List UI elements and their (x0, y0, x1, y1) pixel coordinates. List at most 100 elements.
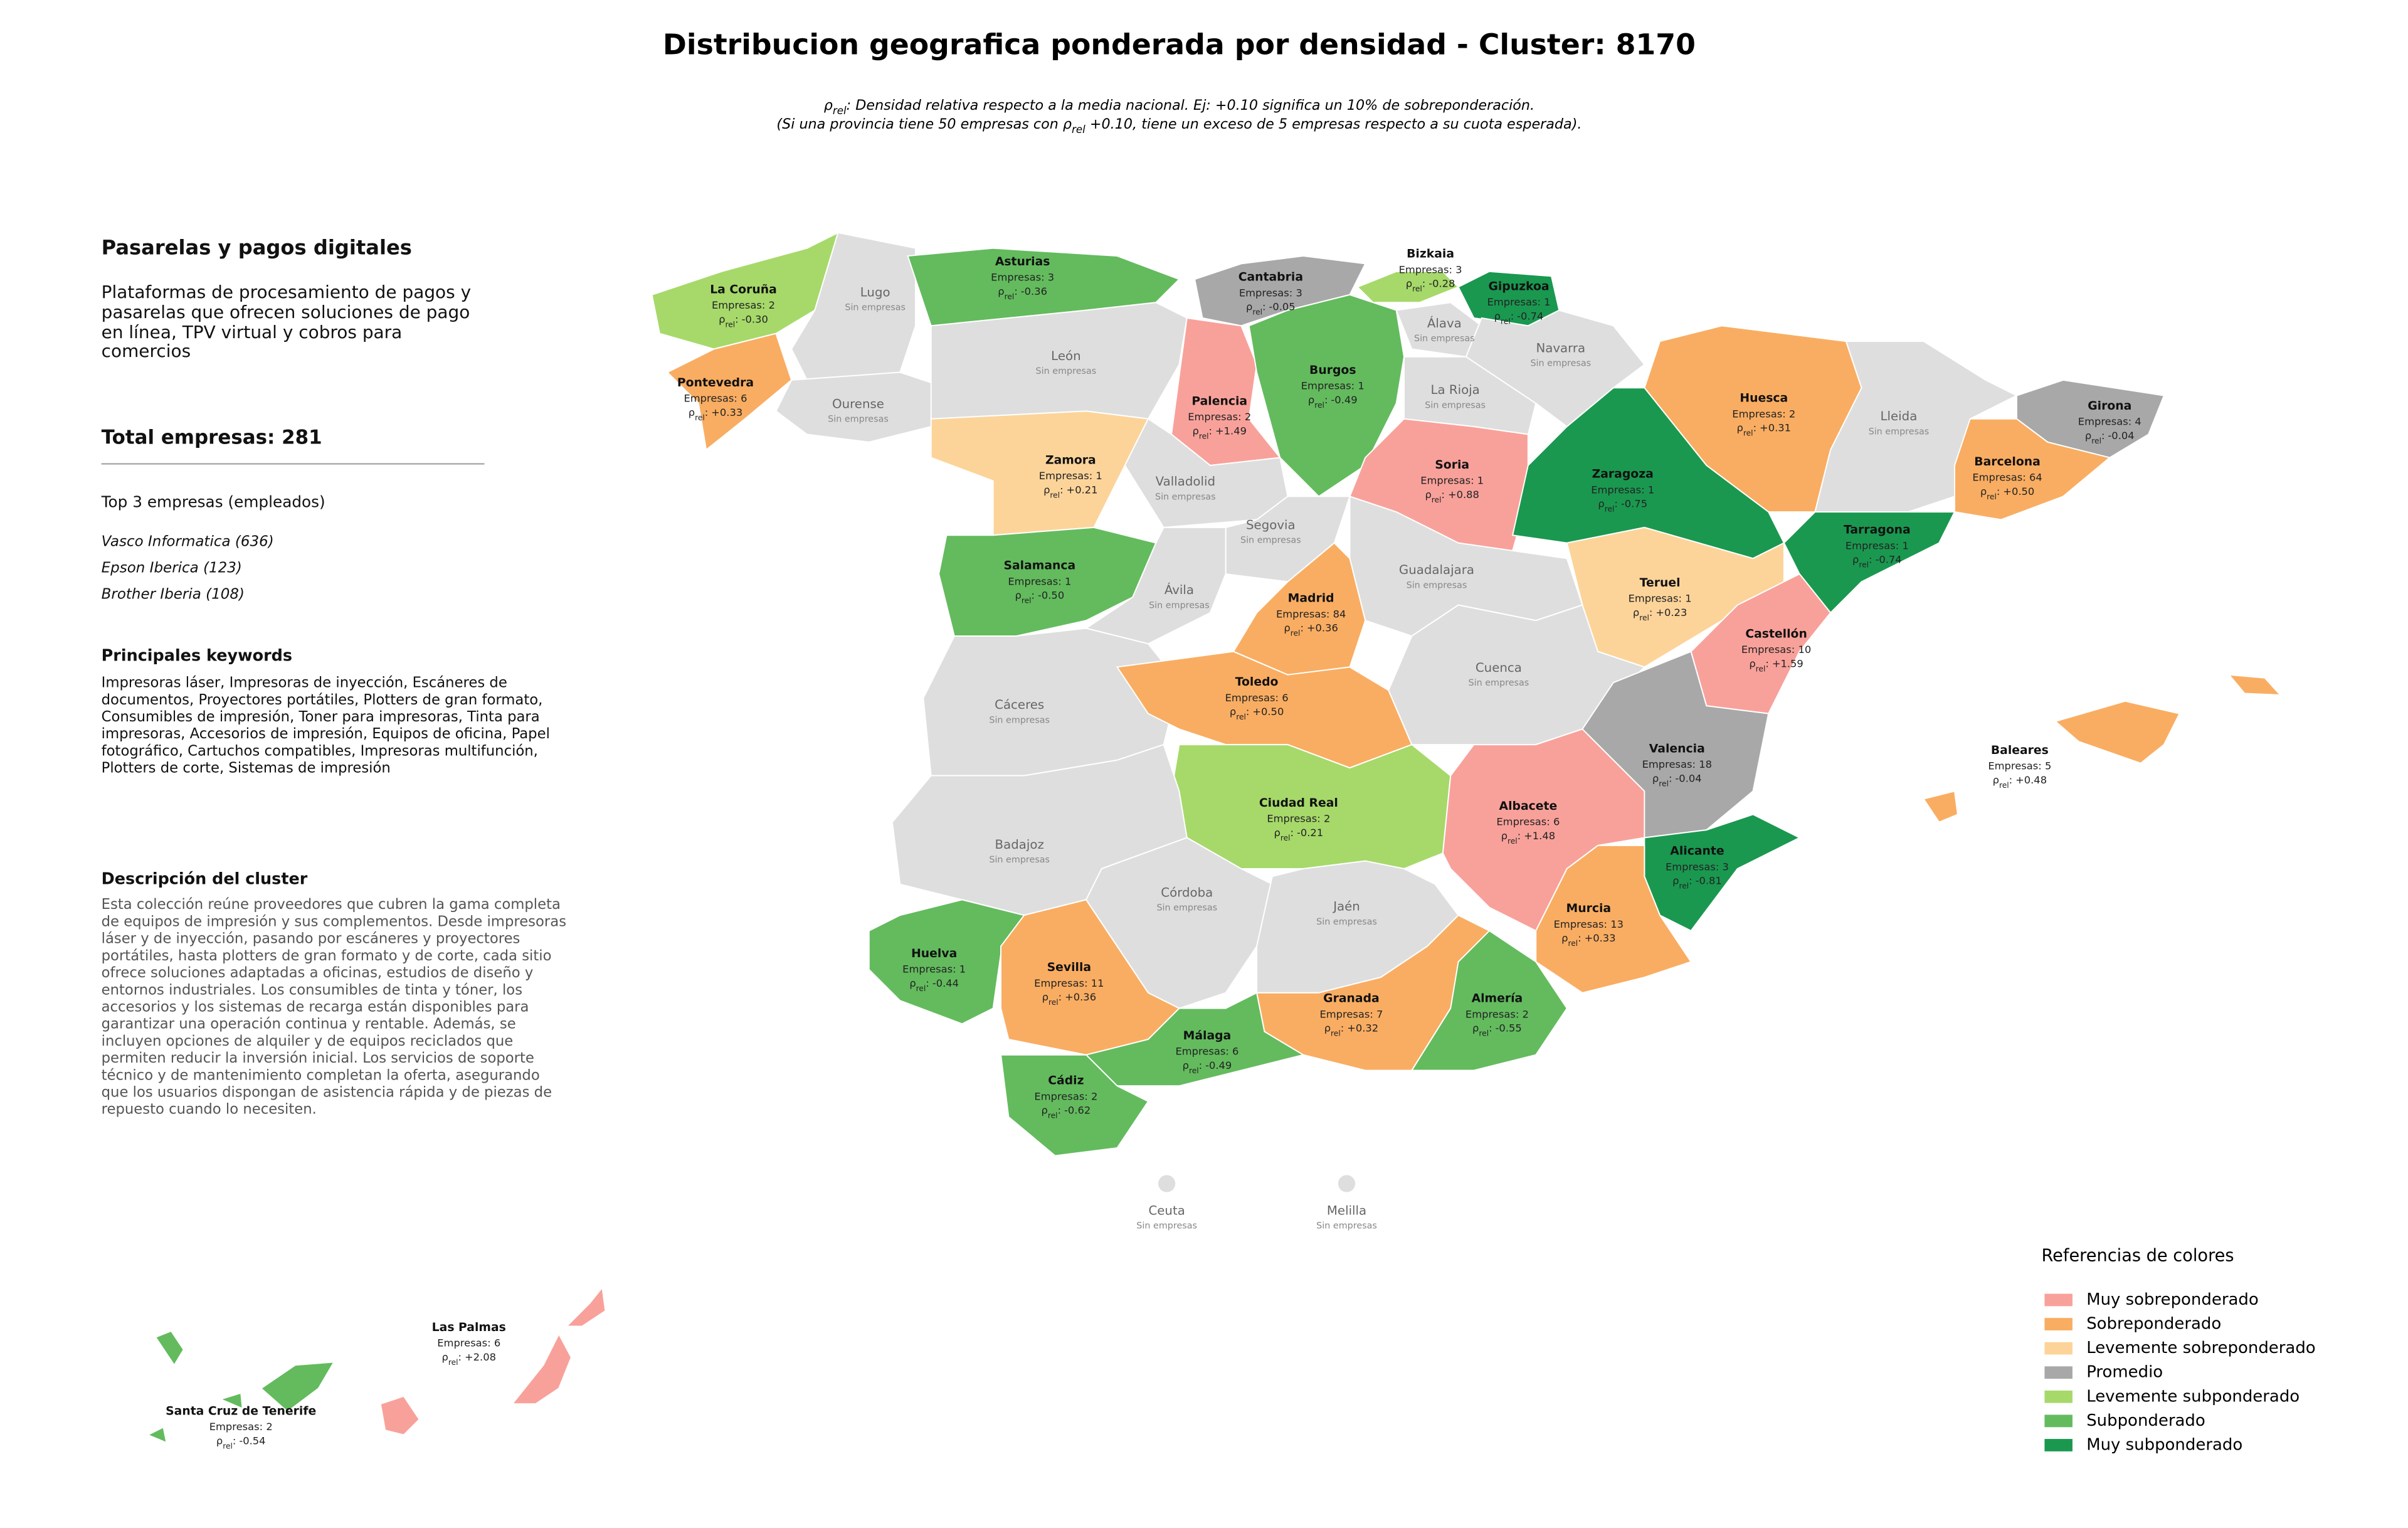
province-shape (2054, 700, 2181, 764)
rho-subscript: rel (1859, 561, 1869, 570)
panel-block: Esta colección reúne proveedores que cub… (101, 896, 567, 1120)
province-note: Sin empresas (828, 415, 889, 425)
rho-separator: : (1291, 827, 1294, 839)
panel-block: Vasco Informatica (636) (102, 534, 274, 551)
province-name: Bizkaia (1407, 248, 1454, 261)
province-rho: ρrel: -0.62 (1042, 1105, 1091, 1120)
province-name: Zamora (1045, 454, 1096, 467)
province-name: Soria (1435, 459, 1469, 472)
rho-separator: : (1489, 1022, 1492, 1034)
rho-symbol: ρ (1598, 498, 1604, 510)
province-rho: ρrel: -0.28 (1406, 278, 1455, 294)
rho-separator: : (1997, 485, 2000, 497)
province-count: Empresas: 1 (1301, 380, 1365, 392)
rho-symbol: ρ (1472, 1022, 1479, 1034)
panel-block: Brother Iberia (108) (102, 586, 245, 603)
legend-swatch (2044, 1342, 2073, 1355)
province-name: La Rioja (1430, 383, 1479, 397)
province-count: Empresas: 2 (1188, 411, 1251, 423)
rho-value: +0.23 (1656, 607, 1687, 618)
province-count: Empresas: 2 (1267, 813, 1330, 825)
rho-separator: : (1341, 1022, 1344, 1034)
rho-subscript: rel (1281, 834, 1291, 842)
rho-value: +0.21 (1067, 484, 1098, 496)
province-rho: ρrel: +0.88 (1425, 489, 1479, 504)
province-count: Empresas: 3 (991, 272, 1054, 284)
note-text: (Si una provincia tiene 50 empresas con (776, 115, 1063, 132)
province-note: Sin empresas (1316, 1221, 1377, 1231)
province-name: Pontevedra (677, 376, 754, 390)
rho-subscript: rel (916, 984, 926, 993)
province-name: Jaén (1332, 899, 1360, 914)
rho-subscript: rel (1679, 882, 1689, 891)
rho-symbol: ρ (1672, 875, 1679, 887)
rho-symbol: ρ (909, 977, 916, 989)
rho-symbol: ρ (216, 1435, 223, 1446)
rho-value: +0.32 (1347, 1022, 1378, 1034)
rho-value: -0.62 (1064, 1105, 1090, 1117)
legend-label: Muy subponderado (2086, 1435, 2242, 1454)
rho-symbol: ρ (1561, 932, 1568, 944)
rho-separator: : (1689, 875, 1692, 887)
province-name: Huelva (911, 947, 957, 960)
rho-separator: : (1441, 489, 1445, 501)
province-shape (1225, 496, 1351, 583)
province-count: Empresas: 6 (437, 1337, 500, 1349)
title: Distribucion geografica ponderada por de… (663, 28, 1696, 61)
province-name: Ávila (1164, 583, 1194, 597)
description: Esta colección reúne proveedores que cub… (101, 896, 567, 1120)
province-rho: ρrel: -0.81 (1672, 875, 1722, 891)
rho-subscript: rel (1501, 317, 1511, 326)
province-name: Murcia (1566, 902, 1612, 915)
province-note: Sin empresas (1869, 427, 1930, 437)
province-count: Empresas: 3 (1399, 263, 1462, 275)
rho-separator: : (2009, 774, 2012, 786)
rho-subscript: rel (1999, 781, 2009, 790)
province-name: Valencia (1649, 742, 1705, 755)
rho-value: +1.59 (1772, 657, 1803, 669)
province-count: Empresas: 1 (1420, 475, 1484, 487)
province-note: Sin empresas (1407, 580, 1467, 590)
legend-swatch (2044, 1318, 2073, 1330)
rho-subscript: rel (1050, 491, 1060, 499)
rho-subscript: rel (1199, 432, 1209, 440)
rho-subscript: rel (2091, 437, 2101, 445)
province-shape (1783, 511, 1956, 614)
rho-subscript: rel (1314, 401, 1324, 410)
rho-separator: : (1246, 706, 1250, 718)
province-rho: ρrel: -0.05 (1246, 301, 1296, 317)
rho-separator: : (1518, 830, 1521, 842)
province-note: Sin empresas (1469, 678, 1529, 688)
province-note: Sin empresas (1155, 492, 1216, 502)
rho-subscript: rel (1987, 492, 1997, 501)
rho-separator: : (1059, 991, 1062, 1003)
province-rho: ρrel: +0.33 (689, 406, 742, 422)
rho-symbol: ρ (1980, 485, 1987, 497)
rho-value: -0.74 (1517, 310, 1543, 322)
province-note: Sin empresas (1240, 536, 1301, 546)
rho-separator: : (735, 313, 739, 325)
rho-subscript: rel (1568, 939, 1578, 948)
rho-value: -0.55 (1496, 1022, 1522, 1034)
rho-symbol: ρ (1042, 991, 1048, 1003)
rho-value: -0.04 (1675, 772, 1701, 784)
province-count: Empresas: 4 (2078, 416, 2141, 428)
province-name: Ourense (832, 396, 884, 411)
rho-separator: : (1058, 1105, 1062, 1117)
rho-subscript: rel (1659, 779, 1669, 788)
province-name: León (1051, 349, 1080, 363)
rho-subscript: rel (833, 105, 847, 117)
province-shape (1158, 1175, 1176, 1192)
rho-subscript: rel (1022, 597, 1032, 605)
legend-label: Sobreponderado (2086, 1315, 2221, 1334)
province-name: Navarra (1536, 341, 1585, 355)
panel-block: Epson Iberica (123) (102, 560, 242, 577)
rho-symbol: ρ (1852, 554, 1859, 566)
rho-symbol: ρ (1324, 1022, 1331, 1034)
province-rho: ρrel: -0.54 (216, 1435, 266, 1450)
province-shape (1084, 526, 1227, 645)
province-rho: ρrel: +1.49 (1192, 425, 1246, 440)
map (146, 231, 2282, 1444)
province-shape (565, 1286, 606, 1327)
